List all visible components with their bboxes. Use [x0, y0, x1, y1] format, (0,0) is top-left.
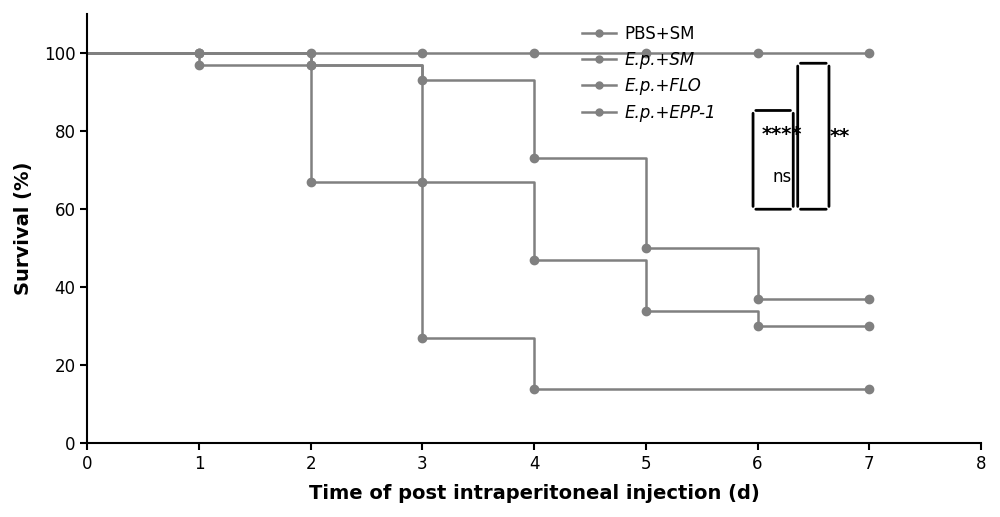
Text: ****: ****: [762, 125, 802, 144]
Legend: PBS+SM, E.p.+SM, E.p.+FLO, E.p.+EPP-1: PBS+SM, E.p.+SM, E.p.+FLO, E.p.+EPP-1: [576, 18, 722, 128]
Y-axis label: Survival (%): Survival (%): [14, 162, 33, 295]
Text: **: **: [830, 127, 850, 146]
X-axis label: Time of post intraperitoneal injection (d): Time of post intraperitoneal injection (…: [309, 484, 760, 503]
Text: ns: ns: [772, 168, 792, 186]
